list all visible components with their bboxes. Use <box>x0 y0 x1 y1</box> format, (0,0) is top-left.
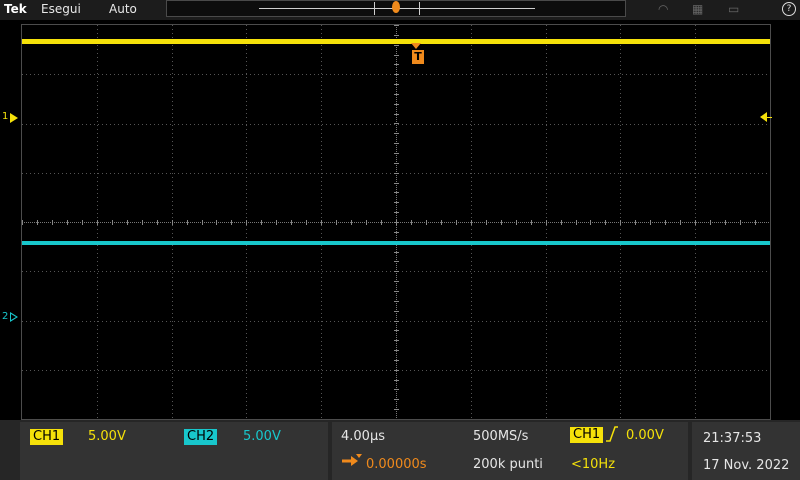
ch2-ref-arrow-icon[interactable] <box>10 312 18 322</box>
trigger-source-badge[interactable]: CH1 <box>570 427 604 443</box>
ch1-ref-arrow-icon[interactable] <box>10 113 18 123</box>
timebase-trigger-panel[interactable] <box>332 422 688 480</box>
trigger-level-line <box>766 117 772 118</box>
top-status-bar: Tek Esegui Auto ◠ ▦ ▭ ? <box>0 0 800 20</box>
ch2-scale[interactable]: 5.00V <box>243 429 281 444</box>
trigger-marker[interactable]: T <box>412 50 424 64</box>
record-window <box>374 2 420 15</box>
ch2-ref-label: 2 <box>2 311 9 322</box>
rising-edge-icon <box>606 426 618 442</box>
network-icon: ▦ <box>692 2 704 16</box>
brand-logo: Tek <box>4 2 27 16</box>
ch1-ref-label: 1 <box>2 111 9 122</box>
acquisition-state[interactable]: Esegui <box>41 2 81 16</box>
trigger-level-arrow-icon[interactable] <box>760 112 767 122</box>
wifi-icon: ◠ <box>658 2 669 16</box>
clock-date: 17 Nov. 2022 <box>703 458 790 473</box>
record-length[interactable]: 200k punti <box>473 457 543 472</box>
sample-rate[interactable]: 500MS/s <box>473 429 529 444</box>
ch1-scale[interactable]: 5.00V <box>88 429 126 444</box>
channel-panel[interactable] <box>20 422 328 480</box>
ch1-waveform <box>22 39 770 44</box>
clock-panel[interactable] <box>692 422 800 480</box>
record-view[interactable] <box>166 0 626 17</box>
trigger-arrow-icon <box>411 43 421 49</box>
usb-icon: ▭ <box>728 2 740 16</box>
graticule-grid <box>22 25 769 418</box>
trigger-mode[interactable]: Auto <box>109 2 137 16</box>
help-icon[interactable]: ? <box>782 2 796 16</box>
trigger-level[interactable]: 0.00V <box>626 428 664 443</box>
trigger-position-marker <box>392 1 400 13</box>
clock-time: 21:37:53 <box>703 431 762 446</box>
time-per-div[interactable]: 4.00µs <box>341 429 385 444</box>
waveform-graticule[interactable]: T <box>21 24 771 420</box>
horizontal-position[interactable]: 0.00000s <box>366 457 427 472</box>
ch1-badge[interactable]: CH1 <box>30 429 64 445</box>
ch2-badge[interactable]: CH2 <box>184 429 218 445</box>
trigger-frequency: <10Hz <box>571 457 616 472</box>
ch2-waveform <box>22 241 770 245</box>
horizontal-position-icon <box>342 454 362 466</box>
